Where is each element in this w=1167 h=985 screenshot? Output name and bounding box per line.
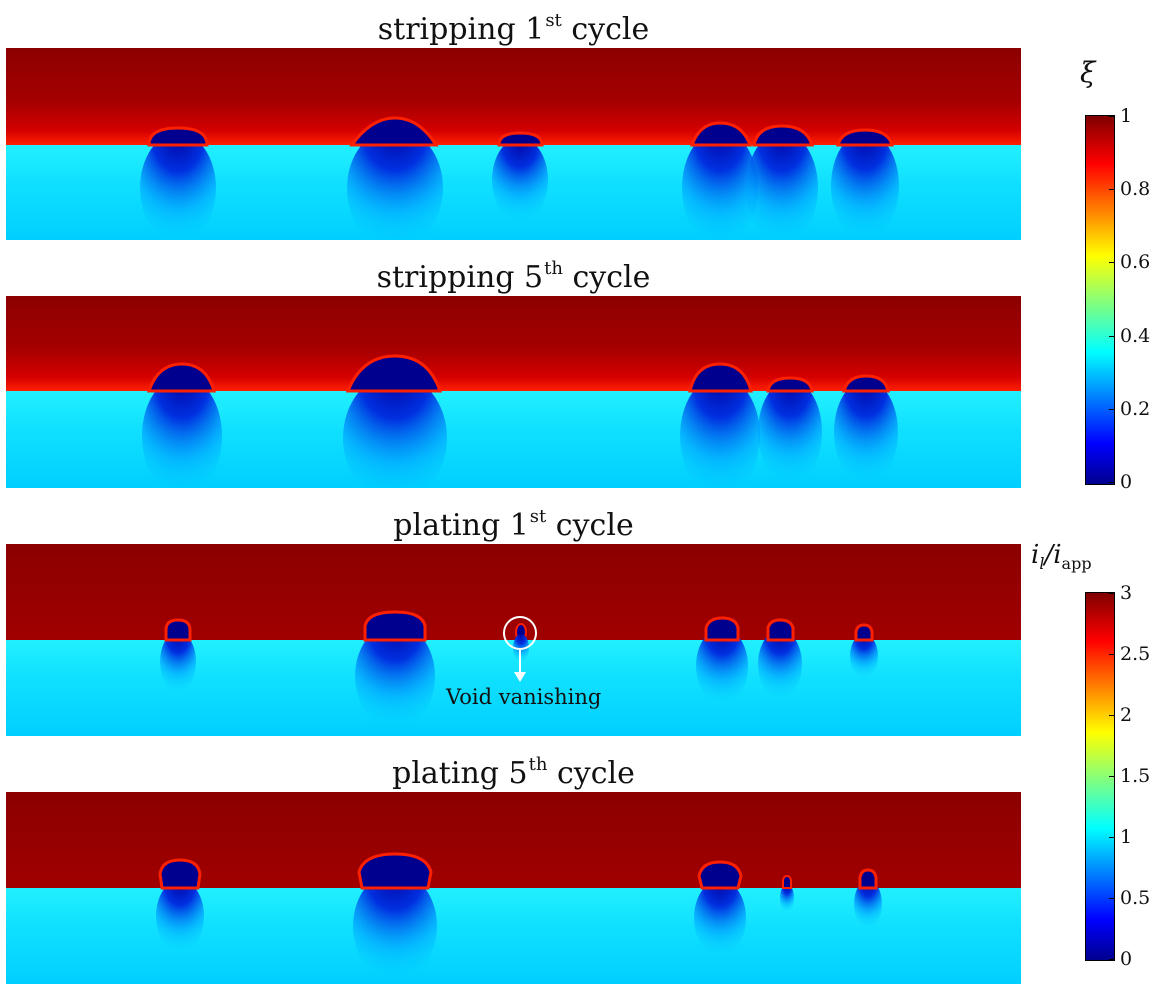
panel-title-plating-1: plating 1st cycle [393,506,634,543]
colorbar-xi-tick-mark [1109,408,1114,410]
colorbar-current-tick-mark [1109,593,1114,594]
colorbar-current-tick-label: 0.5 [1120,887,1151,909]
colorbar-current-tick-label: 1.5 [1120,765,1151,787]
colorbar-xi-tick-label: 0.8 [1120,178,1151,201]
colorbar-xi-tick-label: 0.2 [1120,397,1151,420]
annotation-void-vanishing: Void vanishing [446,685,602,709]
panel-plating-1 [6,544,1021,736]
colorbar-current-tick-label: 1 [1120,826,1133,848]
colorbar-current-tick-mark [1109,898,1114,899]
colorbar-xi-tick-mark [1109,482,1114,483]
panel-title-plating-5: plating 5th cycle [392,754,635,791]
colorbar-xi-label: ξ [1080,56,1096,89]
colorbar-xi [1085,115,1115,485]
colorbar-current-tick-label: 2.5 [1120,643,1151,665]
colorbar-xi-tick-label: 0.6 [1120,251,1151,274]
colorbar-current-tick-mark [1109,837,1114,838]
colorbar-current-label: il/iapp [1031,540,1092,573]
colorbar-xi-tick-mark [1109,116,1114,117]
colorbar-current-tick-mark [1109,715,1114,716]
colorbar-current-tick-mark [1109,959,1114,960]
colorbar-current-tick-label: 2 [1120,704,1133,726]
colorbar-xi-tick-label: 1 [1120,105,1133,127]
colorbar-current-tick-mark [1109,654,1114,655]
colorbar-current-tick-mark [1109,776,1114,777]
panel-stripping-1 [6,48,1021,240]
colorbar-xi-tick-mark [1109,189,1114,191]
panel-title-stripping-1: stripping 1st cycle [377,10,650,47]
voids-plating-5 [156,852,882,980]
voids-stripping-5 [142,354,898,488]
panel-title-stripping-5: stripping 5th cycle [376,258,651,295]
colorbar-current-tick-label: 0 [1120,948,1133,970]
colorbar-xi-tick-mark [1109,335,1114,337]
voids-plating-1 [160,610,878,728]
colorbar-xi-tick-label: 0 [1120,471,1133,493]
voids-stripping-1 [140,116,899,240]
colorbar-current-tick-label: 3 [1120,582,1133,604]
colorbar-xi-tick-mark [1109,262,1114,264]
panel-stripping-5 [6,296,1021,488]
panel-plating-5 [6,792,1021,984]
colorbar-xi-tick-label: 0.4 [1120,324,1151,347]
